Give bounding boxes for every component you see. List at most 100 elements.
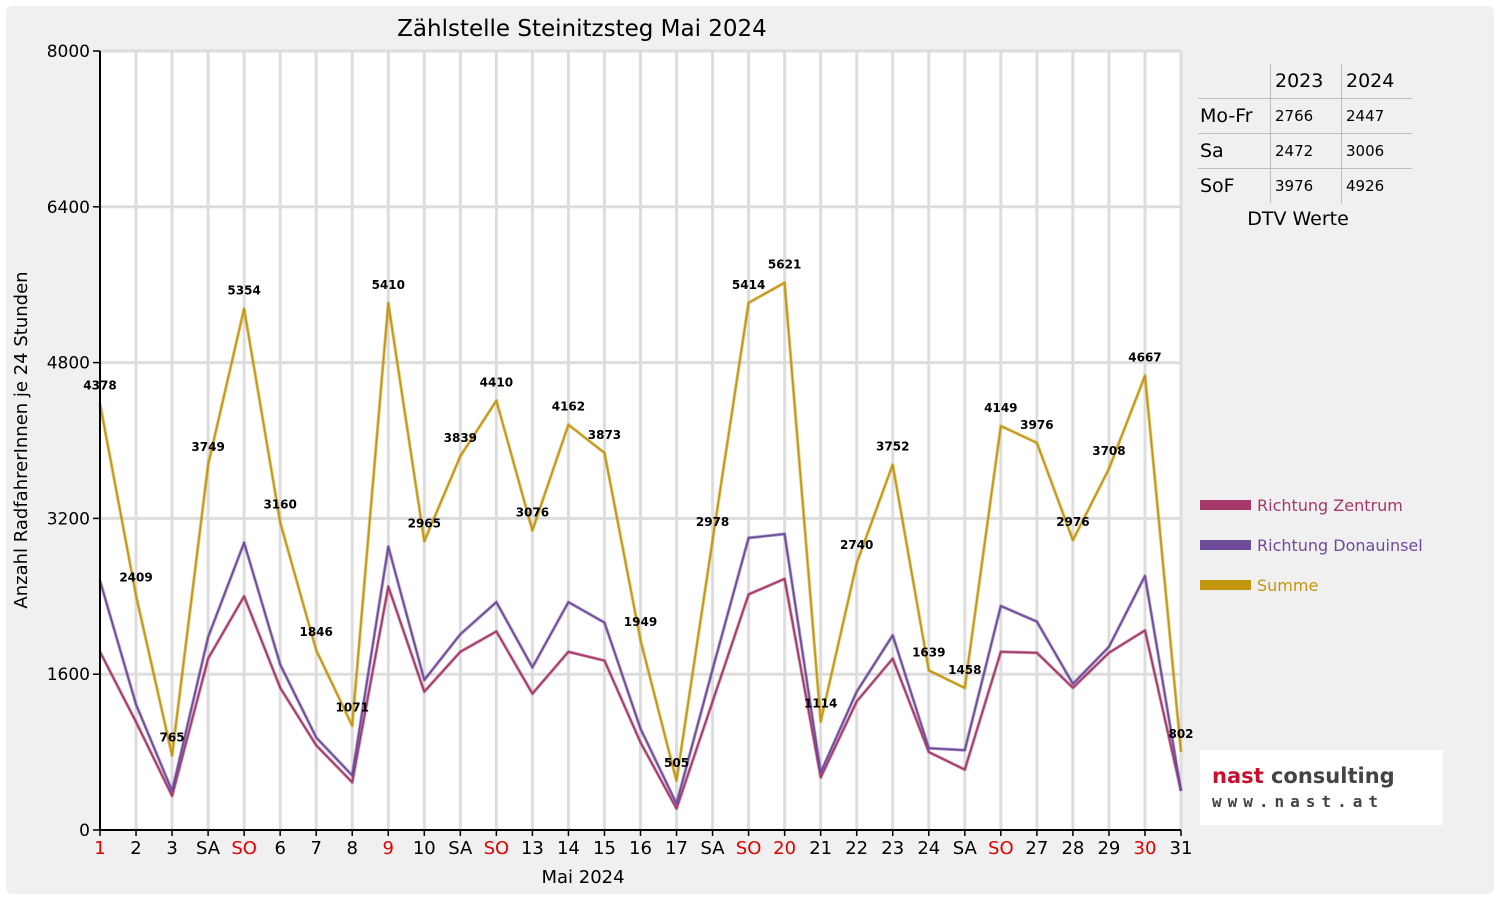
dtv-header-2024: 2024: [1341, 64, 1412, 99]
data-label: 2409: [119, 570, 152, 584]
data-label: 3076: [516, 505, 549, 519]
x-tick-label: 6: [274, 838, 285, 859]
y-tick-label: 3200: [47, 509, 90, 529]
data-label: 1846: [299, 625, 332, 639]
legend-item-donauinsel: Richtung Donauinsel: [1200, 535, 1423, 555]
y-tick-label: 1600: [47, 665, 90, 685]
y-tick-label: 4800: [47, 354, 90, 374]
legend-label: Summe: [1257, 575, 1319, 595]
logo-wordmark: nast consulting: [1212, 764, 1395, 788]
x-tick-label: 14: [557, 838, 580, 859]
legend-label: Richtung Zentrum: [1257, 495, 1403, 515]
x-tick-label: 9: [383, 838, 394, 859]
x-tick-label: SA: [953, 838, 978, 859]
data-label: 2740: [840, 538, 873, 552]
x-tick-label: 30: [1134, 838, 1157, 859]
dtv-cell: 3976: [1270, 168, 1342, 203]
x-axis-title: Mai 2024: [541, 867, 624, 888]
x-tick-label: SA: [701, 838, 726, 859]
x-tick-label: 17: [665, 838, 688, 859]
x-tick-label: 2: [130, 838, 141, 859]
data-label: 802: [1168, 727, 1193, 741]
y-tick-label: 8000: [47, 42, 90, 62]
x-tick-label: 15: [593, 838, 616, 859]
data-label: 5621: [768, 258, 801, 272]
data-label: 3160: [263, 497, 296, 511]
dtv-header-2023: 2023: [1270, 64, 1342, 99]
x-tick-label: 28: [1061, 838, 1084, 859]
x-tick-label: 13: [521, 838, 544, 859]
series-line: [99, 533, 1182, 805]
x-tick-label: 27: [1025, 838, 1048, 859]
dtv-row-label: Mo-Fr: [1198, 98, 1271, 134]
data-label: 2965: [408, 516, 441, 530]
data-label: 4149: [984, 401, 1017, 415]
y-axis-title: Anzahl RadfahrerInnen je 24 Stunden: [11, 271, 32, 608]
x-tick-label: 8: [347, 838, 358, 859]
data-label: 3839: [444, 431, 477, 445]
data-label: 1639: [912, 645, 945, 659]
dtv-corner-cell: [1198, 64, 1271, 99]
x-tick-label: 10: [413, 838, 436, 859]
data-label: 1114: [804, 697, 837, 711]
data-label: 3976: [1020, 418, 1053, 432]
data-label: 1949: [624, 615, 657, 629]
data-label: 1071: [336, 701, 369, 715]
x-tick-label: 16: [629, 838, 652, 859]
logo-url: www.nast.at: [1212, 792, 1384, 811]
axis-layer: 1 2 3 SA SO 6 7 8 9 10 SA SO 13 14 15 16 17 SA SO 20 21 22 23 2…: [47, 42, 1193, 859]
x-tick-label: 23: [881, 838, 904, 859]
legend-item-zentrum: Richtung Zentrum: [1200, 495, 1403, 515]
data-label: 2978: [696, 515, 729, 529]
data-label: 3873: [588, 428, 621, 442]
data-label: 4162: [552, 400, 585, 414]
x-tick-label: SO: [736, 838, 762, 859]
dtv-row-label: SoF: [1198, 168, 1271, 203]
dtv-table: 2023 2024 Mo-Fr 2766 2447 Sa 2472 3006 S…: [1198, 64, 1412, 203]
data-label: 765: [160, 731, 185, 745]
x-tick-label: 7: [310, 838, 321, 859]
data-label: 4410: [480, 376, 513, 390]
data-label: 5410: [372, 278, 405, 292]
x-tick-label: 22: [845, 838, 868, 859]
x-tick-label: 1: [94, 838, 105, 859]
dtv-row-label: Sa: [1198, 133, 1271, 169]
dtv-cell: 2447: [1341, 98, 1412, 134]
legend-swatch: [1200, 580, 1251, 590]
logo-brand-part: nast: [1212, 764, 1264, 788]
dtv-cell: 3006: [1341, 133, 1412, 169]
data-label: 3749: [191, 440, 224, 454]
data-label: 2976: [1056, 515, 1089, 529]
x-tick-label: 29: [1097, 838, 1120, 859]
x-tick-label: SO: [988, 838, 1014, 859]
x-tick-label: 3: [166, 838, 177, 859]
x-tick-label: SA: [448, 838, 473, 859]
company-logo: nast consulting www.nast.at: [1200, 750, 1443, 825]
legend-item-summe: Summe: [1200, 575, 1318, 595]
legend-label: Richtung Donauinsel: [1257, 535, 1423, 555]
dtv-caption: DTV Werte: [1247, 208, 1349, 230]
dtv-cell: 2472: [1270, 133, 1342, 169]
x-tick-label: 24: [917, 838, 940, 859]
legend-swatch: [1200, 540, 1251, 550]
data-label-layer: 4378 2409 765 3749 5354 3160 1846 1071 5410 2965 3…: [83, 258, 1193, 770]
x-tick-label: SA: [196, 838, 221, 859]
data-label: 3752: [876, 440, 909, 454]
series-layer: [98, 281, 1183, 811]
y-tick-label: 6400: [47, 198, 90, 218]
dtv-cell: 2766: [1270, 98, 1342, 134]
data-label: 4378: [83, 379, 116, 393]
data-label: 5354: [227, 284, 260, 298]
x-tick-label: SO: [231, 838, 257, 859]
chart-title: Zählstelle Steinitzsteg Mai 2024: [397, 16, 767, 42]
data-label: 5414: [732, 278, 765, 292]
y-tick-label: 0: [79, 821, 90, 841]
logo-brand-suffix: consulting: [1263, 764, 1395, 788]
series-line: [99, 577, 1182, 810]
x-tick-label: SO: [484, 838, 510, 859]
legend-swatch: [1200, 500, 1251, 510]
dtv-cell: 4926: [1341, 168, 1412, 203]
data-label: 4667: [1128, 351, 1161, 365]
series-line: [99, 281, 1182, 782]
